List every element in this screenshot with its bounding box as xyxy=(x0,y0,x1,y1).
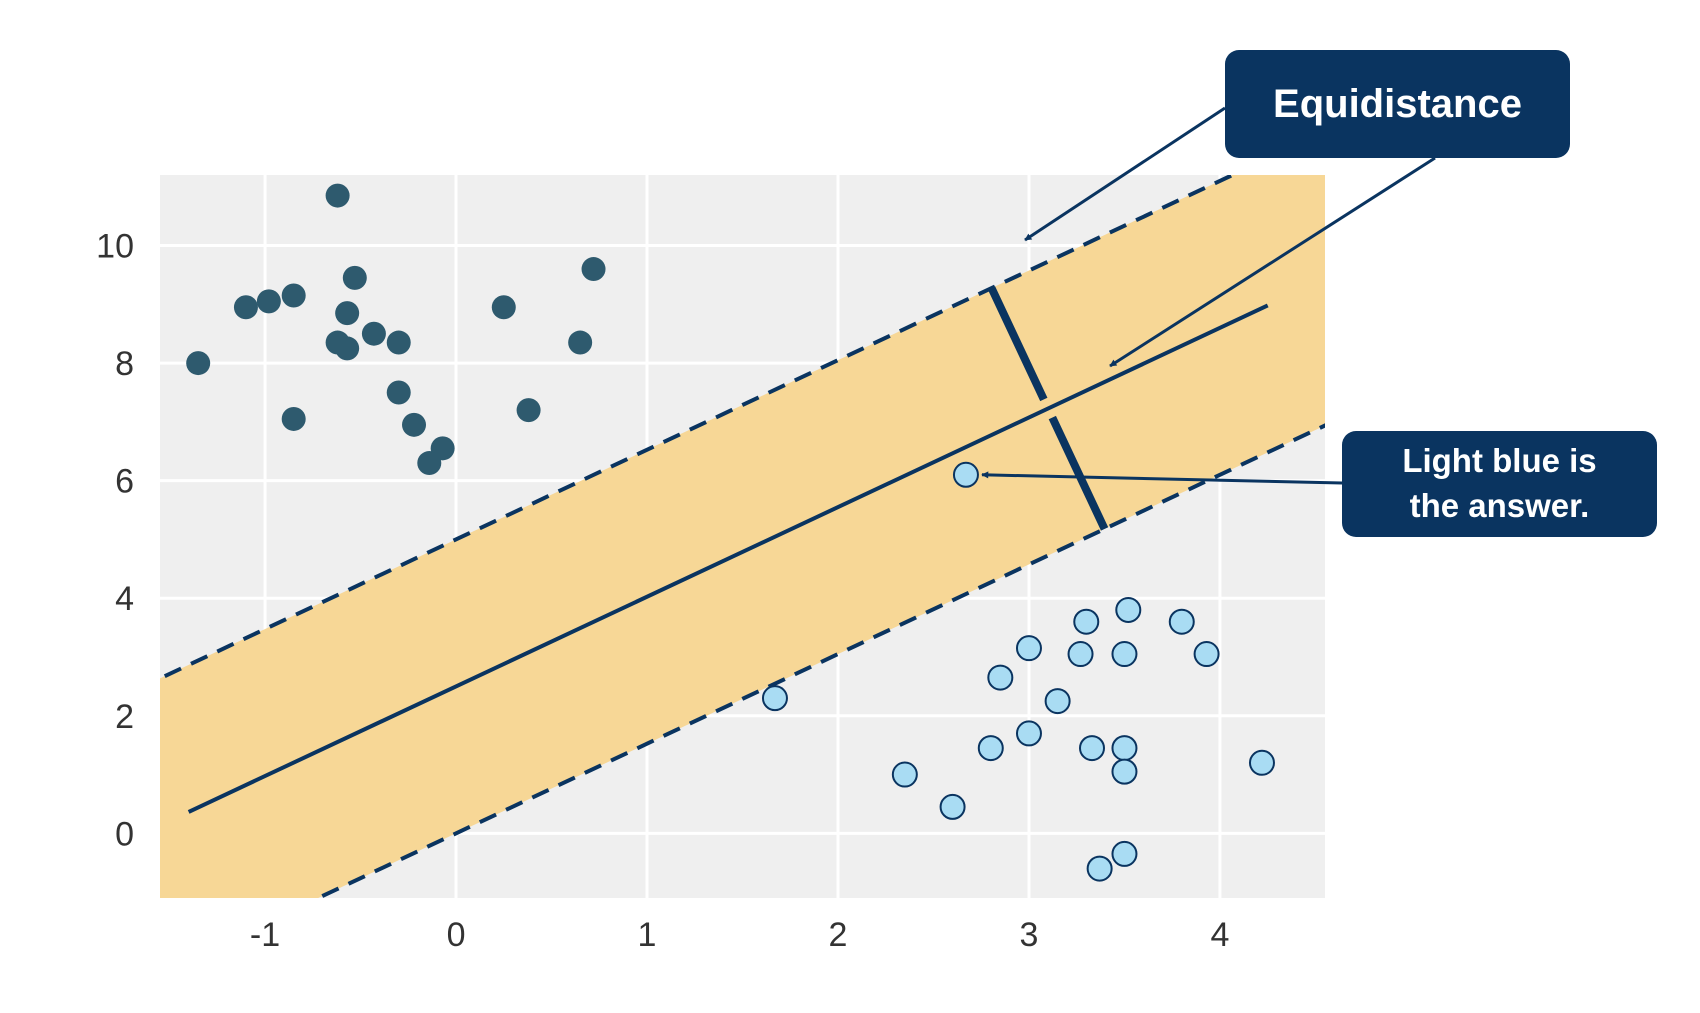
x-tick-label: 3 xyxy=(1020,916,1039,954)
point-series1-11 xyxy=(1079,735,1105,762)
point-series1-7 xyxy=(1015,720,1042,747)
axis-ticks: -1 0 1 2 3 4 0 2 4 6 8 10 xyxy=(96,228,1229,954)
point-series1-12 xyxy=(1111,641,1138,668)
arrow-to-upper-gap xyxy=(1024,106,1226,242)
point-series0-9 xyxy=(361,321,386,346)
margin-lower-dashed-line xyxy=(313,423,1325,898)
point-series0-19 xyxy=(417,451,442,476)
point-series0-3 xyxy=(281,283,306,308)
point-series0-10 xyxy=(386,330,411,355)
margin-upper-dashed-line xyxy=(160,175,1238,681)
point-series1-9 xyxy=(1067,641,1094,668)
x-tick-label: 1 xyxy=(638,916,657,954)
point-series1-16 xyxy=(1111,840,1138,867)
point-series0-2 xyxy=(335,301,360,326)
point-series0-15 xyxy=(386,380,411,405)
y-tick-label: 0 xyxy=(115,815,134,853)
arrow-to-answer-point xyxy=(981,471,1343,485)
point-series0-16 xyxy=(402,412,427,437)
point-series0-5 xyxy=(233,295,258,320)
equidistance-callout: Equidistance xyxy=(1225,50,1570,158)
point-series1-14 xyxy=(1111,735,1138,762)
point-series0-17 xyxy=(516,398,541,423)
margin-band xyxy=(160,175,1325,898)
point-series0-11 xyxy=(491,295,516,320)
point-series1-5 xyxy=(987,664,1014,691)
point-series1-8 xyxy=(1044,688,1071,715)
point-series0-14 xyxy=(281,406,306,431)
decision-boundary-line xyxy=(187,303,1269,814)
y-tick-label: 4 xyxy=(115,580,134,618)
data-points xyxy=(186,183,1275,882)
y-tick-label: 10 xyxy=(96,228,134,266)
arrow-to-lower-gap xyxy=(1109,156,1436,368)
point-series1-13 xyxy=(1115,596,1142,623)
point-series0-1 xyxy=(342,265,367,290)
point-series1-1 xyxy=(761,685,788,712)
y-tick-label: 2 xyxy=(115,698,134,736)
point-series1-17 xyxy=(1086,855,1113,882)
point-series1-2 xyxy=(891,761,918,788)
callout-arrows xyxy=(981,106,1436,485)
point-series0-13 xyxy=(568,330,593,355)
point-series1-6 xyxy=(1015,635,1042,662)
y-tick-label: 8 xyxy=(115,345,134,383)
answer-callout: Light blue is the answer. xyxy=(1342,431,1657,537)
point-series1-18 xyxy=(1168,608,1195,635)
point-series1-20 xyxy=(1248,749,1275,776)
margin-width-marker-upper xyxy=(987,286,1048,402)
point-series0-8 xyxy=(335,336,360,361)
point-series1-3 xyxy=(939,793,966,820)
y-tick-label: 6 xyxy=(115,463,134,501)
x-tick-label: 0 xyxy=(447,916,466,954)
point-series1-0 xyxy=(952,461,979,488)
margin-width-marker-lower xyxy=(1048,415,1109,531)
point-series0-4 xyxy=(256,289,281,314)
point-series0-0 xyxy=(325,183,350,208)
x-tick-label: -1 xyxy=(250,916,280,954)
point-series1-15 xyxy=(1111,758,1138,785)
point-series1-10 xyxy=(1073,608,1100,635)
point-series0-6 xyxy=(186,351,211,376)
x-tick-label: 4 xyxy=(1210,916,1229,954)
point-series1-19 xyxy=(1193,641,1220,668)
x-tick-label: 2 xyxy=(829,916,848,954)
point-series0-12 xyxy=(581,257,606,282)
point-series1-4 xyxy=(977,735,1004,762)
